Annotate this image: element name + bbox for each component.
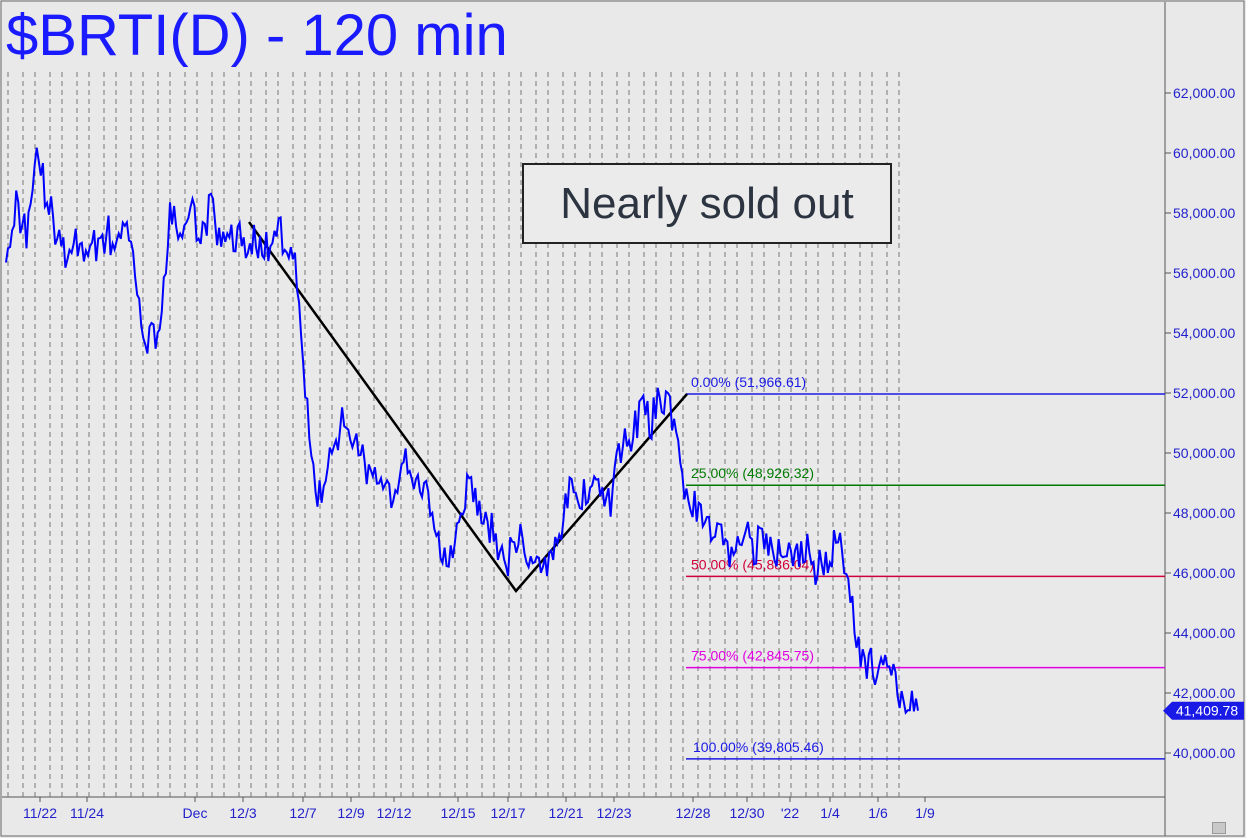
- y-tick-label: 58,000.00: [1173, 205, 1235, 221]
- pattern-line: [247, 221, 688, 594]
- x-tick-label: 12/21: [548, 805, 583, 821]
- y-tick-label: 52,000.00: [1173, 385, 1235, 401]
- fib-level-label: 75.00% (42,845.75): [691, 648, 814, 664]
- x-tick-label: 12/15: [440, 805, 475, 821]
- annotation-box: Nearly sold out: [522, 163, 892, 244]
- x-tick-label: 12/30: [729, 805, 764, 821]
- y-tick-label: 50,000.00: [1173, 445, 1235, 461]
- fib-level-label: 50.00% (45,886.04): [691, 556, 814, 572]
- y-tick-label: 48,000.00: [1173, 505, 1235, 521]
- y-tick-label: 54,000.00: [1173, 325, 1235, 341]
- x-tick-label: 12/12: [376, 805, 411, 821]
- fib-level-label: 100.00% (39,805.46): [693, 739, 824, 755]
- y-tick-label: 44,000.00: [1173, 625, 1235, 641]
- x-tick-label: 12/9: [337, 805, 364, 821]
- y-tick-label: 60,000.00: [1173, 145, 1235, 161]
- y-tick-label: 56,000.00: [1173, 265, 1235, 281]
- fib-level-label: 25.00% (48,926.32): [691, 465, 814, 481]
- y-tick-label: 62,000.00: [1173, 85, 1235, 101]
- x-tick-label: 12/3: [229, 805, 256, 821]
- fib-level-label: 0.00% (51,966.61): [691, 374, 806, 390]
- x-tick-label: '22: [781, 805, 799, 821]
- price-series-line: [5, 147, 919, 715]
- x-tick-label: 12/7: [289, 805, 316, 821]
- x-tick-label: 11/22: [23, 805, 57, 821]
- last-price-tag: [1163, 701, 1244, 720]
- x-tick-label: 12/17: [490, 805, 525, 821]
- x-tick-label: 1/4: [820, 805, 840, 821]
- last-price-label: 41,409.78: [1176, 703, 1238, 719]
- x-tick-label: 11/24: [70, 805, 104, 821]
- scroll-handle[interactable]: [1212, 822, 1226, 834]
- x-tick-label: 1/6: [868, 805, 888, 821]
- x-tick-label: 12/28: [675, 805, 710, 821]
- x-tick-label: Dec: [183, 805, 208, 821]
- x-tick-label: 12/23: [596, 805, 631, 821]
- x-tick-label: 1/9: [915, 805, 935, 821]
- chart-title: $BRTI(D) - 120 min: [6, 3, 508, 68]
- y-tick-label: 40,000.00: [1173, 745, 1235, 761]
- y-tick-label: 46,000.00: [1173, 565, 1235, 581]
- y-tick-label: 42,000.00: [1173, 685, 1235, 701]
